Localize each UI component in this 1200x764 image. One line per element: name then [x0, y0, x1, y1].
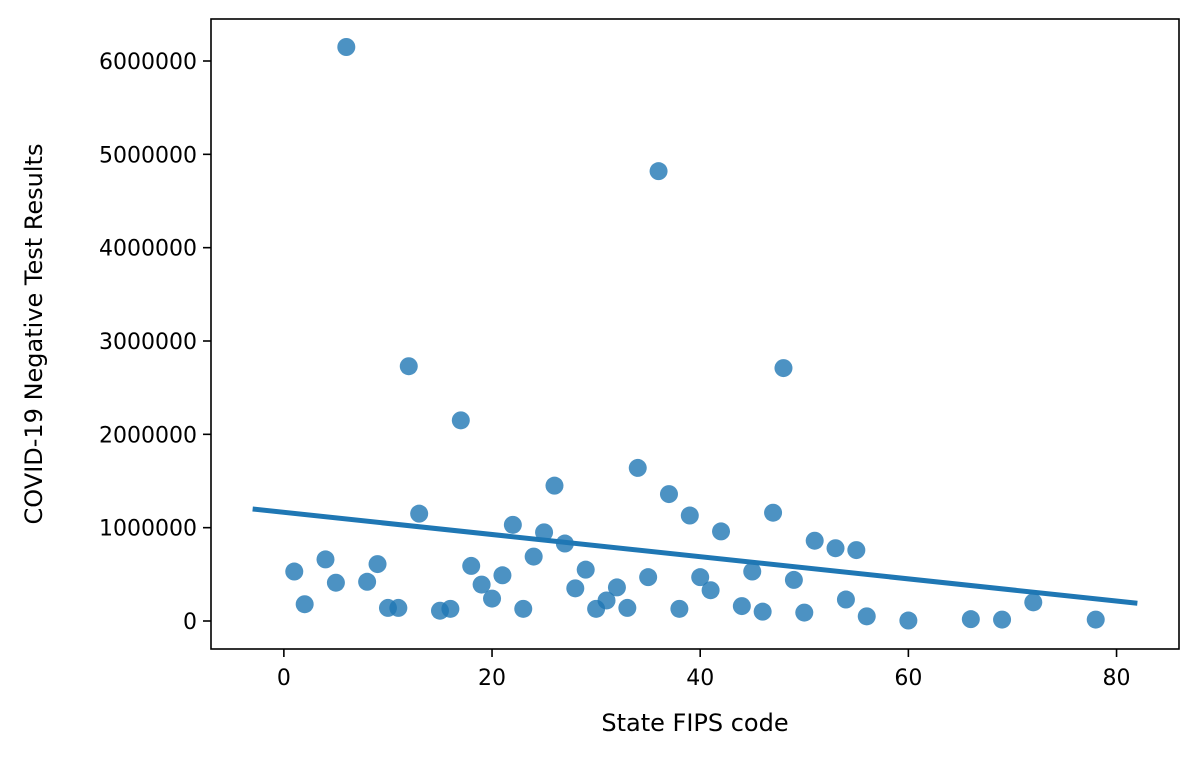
data-point [899, 611, 918, 630]
data-point [389, 598, 408, 617]
data-point [514, 599, 533, 618]
data-point [701, 581, 720, 600]
y-tick-label: 2000000 [99, 423, 197, 448]
data-point [753, 602, 772, 621]
data-point [826, 539, 845, 558]
data-point [524, 547, 543, 566]
data-point [639, 568, 658, 587]
data-point [399, 357, 418, 376]
x-tick-label: 20 [478, 666, 506, 691]
y-tick-label: 3000000 [99, 330, 197, 355]
data-point [732, 597, 751, 616]
data-point [993, 610, 1012, 629]
data-point [545, 476, 564, 495]
data-point [795, 603, 814, 622]
data-point [649, 162, 668, 181]
data-point [743, 562, 762, 581]
data-point [566, 579, 585, 598]
data-point [836, 590, 855, 609]
y-tick-label: 6000000 [99, 50, 197, 75]
data-point [1024, 593, 1043, 612]
y-tick-label: 5000000 [99, 143, 197, 168]
data-point [597, 591, 616, 610]
data-point [680, 506, 699, 525]
data-point [774, 359, 793, 378]
data-point [784, 570, 803, 589]
data-point [358, 572, 377, 591]
data-point [462, 556, 481, 575]
data-point [493, 566, 512, 585]
data-point [670, 599, 689, 618]
y-tick-label: 1000000 [99, 517, 197, 542]
y-axis-label: COVID-19 Negative Test Results [20, 144, 48, 525]
data-point [285, 562, 304, 581]
data-point [337, 38, 356, 56]
y-tick-label: 0 [183, 610, 197, 635]
data-point [503, 515, 522, 534]
x-tick-label: 0 [277, 666, 291, 691]
data-point [483, 589, 502, 608]
data-point [764, 503, 783, 522]
data-point [410, 504, 429, 523]
data-point [368, 555, 387, 574]
data-point [847, 541, 866, 560]
regression-line [252, 506, 1138, 606]
data-point [535, 523, 554, 542]
data-point [857, 607, 876, 626]
data-point [316, 550, 335, 569]
data-point [326, 573, 345, 592]
data-point [472, 575, 491, 594]
x-tick-label: 40 [686, 666, 714, 691]
data-points [285, 38, 1105, 630]
plot-area-frame [210, 18, 1180, 650]
data-point [805, 531, 824, 550]
data-point [618, 598, 637, 617]
data-point [576, 560, 595, 579]
x-axis-label: State FIPS code [601, 709, 788, 737]
data-point [691, 568, 710, 587]
data-point [1086, 610, 1105, 629]
x-tick-label: 60 [894, 666, 922, 691]
data-point [712, 522, 731, 541]
y-tick-label: 4000000 [99, 237, 197, 262]
y-axis-ticks: 0 1000000 2000000 3000000 4000000 5000000 6000… [99, 50, 211, 635]
data-point [961, 610, 980, 629]
data-point [451, 411, 470, 430]
data-point [441, 599, 460, 618]
data-point [607, 578, 626, 597]
x-tick-label: 80 [1103, 666, 1131, 691]
data-point [295, 595, 314, 614]
x-axis-ticks: 0 20 40 60 80 [277, 649, 1131, 691]
data-point [628, 458, 647, 477]
data-point [659, 485, 678, 504]
